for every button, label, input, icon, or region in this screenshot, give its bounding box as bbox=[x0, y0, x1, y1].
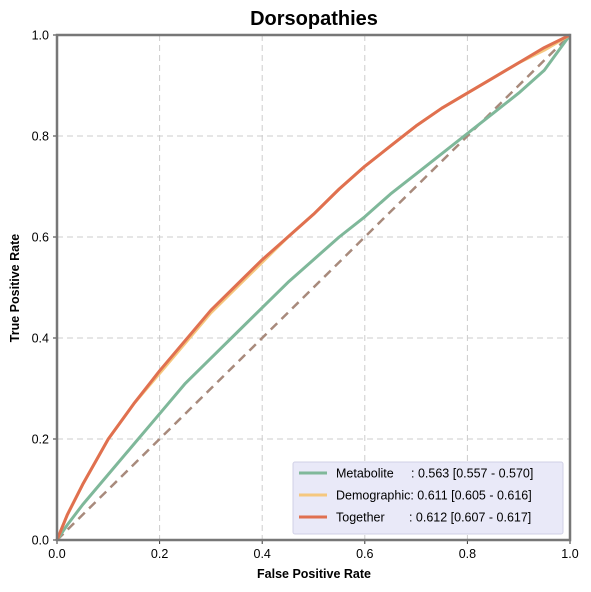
x-tick-label: 0.0 bbox=[48, 547, 65, 561]
series-line-together bbox=[55, 33, 571, 541]
y-tick-label: 1.0 bbox=[32, 29, 49, 43]
series-lines bbox=[55, 33, 572, 541]
plot-frame bbox=[55, 33, 572, 542]
axis-ticks: 0.0 0.2 0.4 0.6 0.8 1.0 0.0 0.2 0.4 0.6 0.8 1.0 bbox=[32, 29, 579, 562]
x-tick-label: 0.8 bbox=[459, 547, 476, 561]
x-tick-label: 0.6 bbox=[356, 547, 373, 561]
series-line-metabolite bbox=[55, 34, 572, 541]
legend-label-together: Together : 0.612 [0.607 - 0.617] bbox=[336, 511, 531, 525]
legend: Metabolite : 0.563 [0.557 - 0.570] Demogr… bbox=[292, 461, 564, 535]
y-tick-label: 0.8 bbox=[32, 130, 49, 144]
legend-label-demographic: Demographic: 0.611 [0.605 - 0.616] bbox=[336, 489, 532, 503]
legend-label-metabolite: Metabolite : 0.563 [0.557 - 0.570] bbox=[336, 467, 533, 481]
y-tick-label: 0.6 bbox=[32, 231, 49, 245]
chart-title: Dorsopathies bbox=[250, 8, 378, 30]
x-tick-label: 0.2 bbox=[151, 547, 168, 561]
x-tick-label: 1.0 bbox=[561, 547, 578, 561]
y-tick-label: 0.2 bbox=[32, 433, 49, 447]
y-tick-label: 0.0 bbox=[32, 534, 49, 548]
x-axis-label: False Positive Rate bbox=[257, 567, 371, 581]
y-tick-label: 0.4 bbox=[32, 332, 49, 346]
y-axis-label: True Positive Rate bbox=[8, 234, 22, 342]
x-tick-label: 0.4 bbox=[254, 547, 271, 561]
grid-lines bbox=[57, 35, 570, 540]
legend-box bbox=[292, 461, 564, 535]
